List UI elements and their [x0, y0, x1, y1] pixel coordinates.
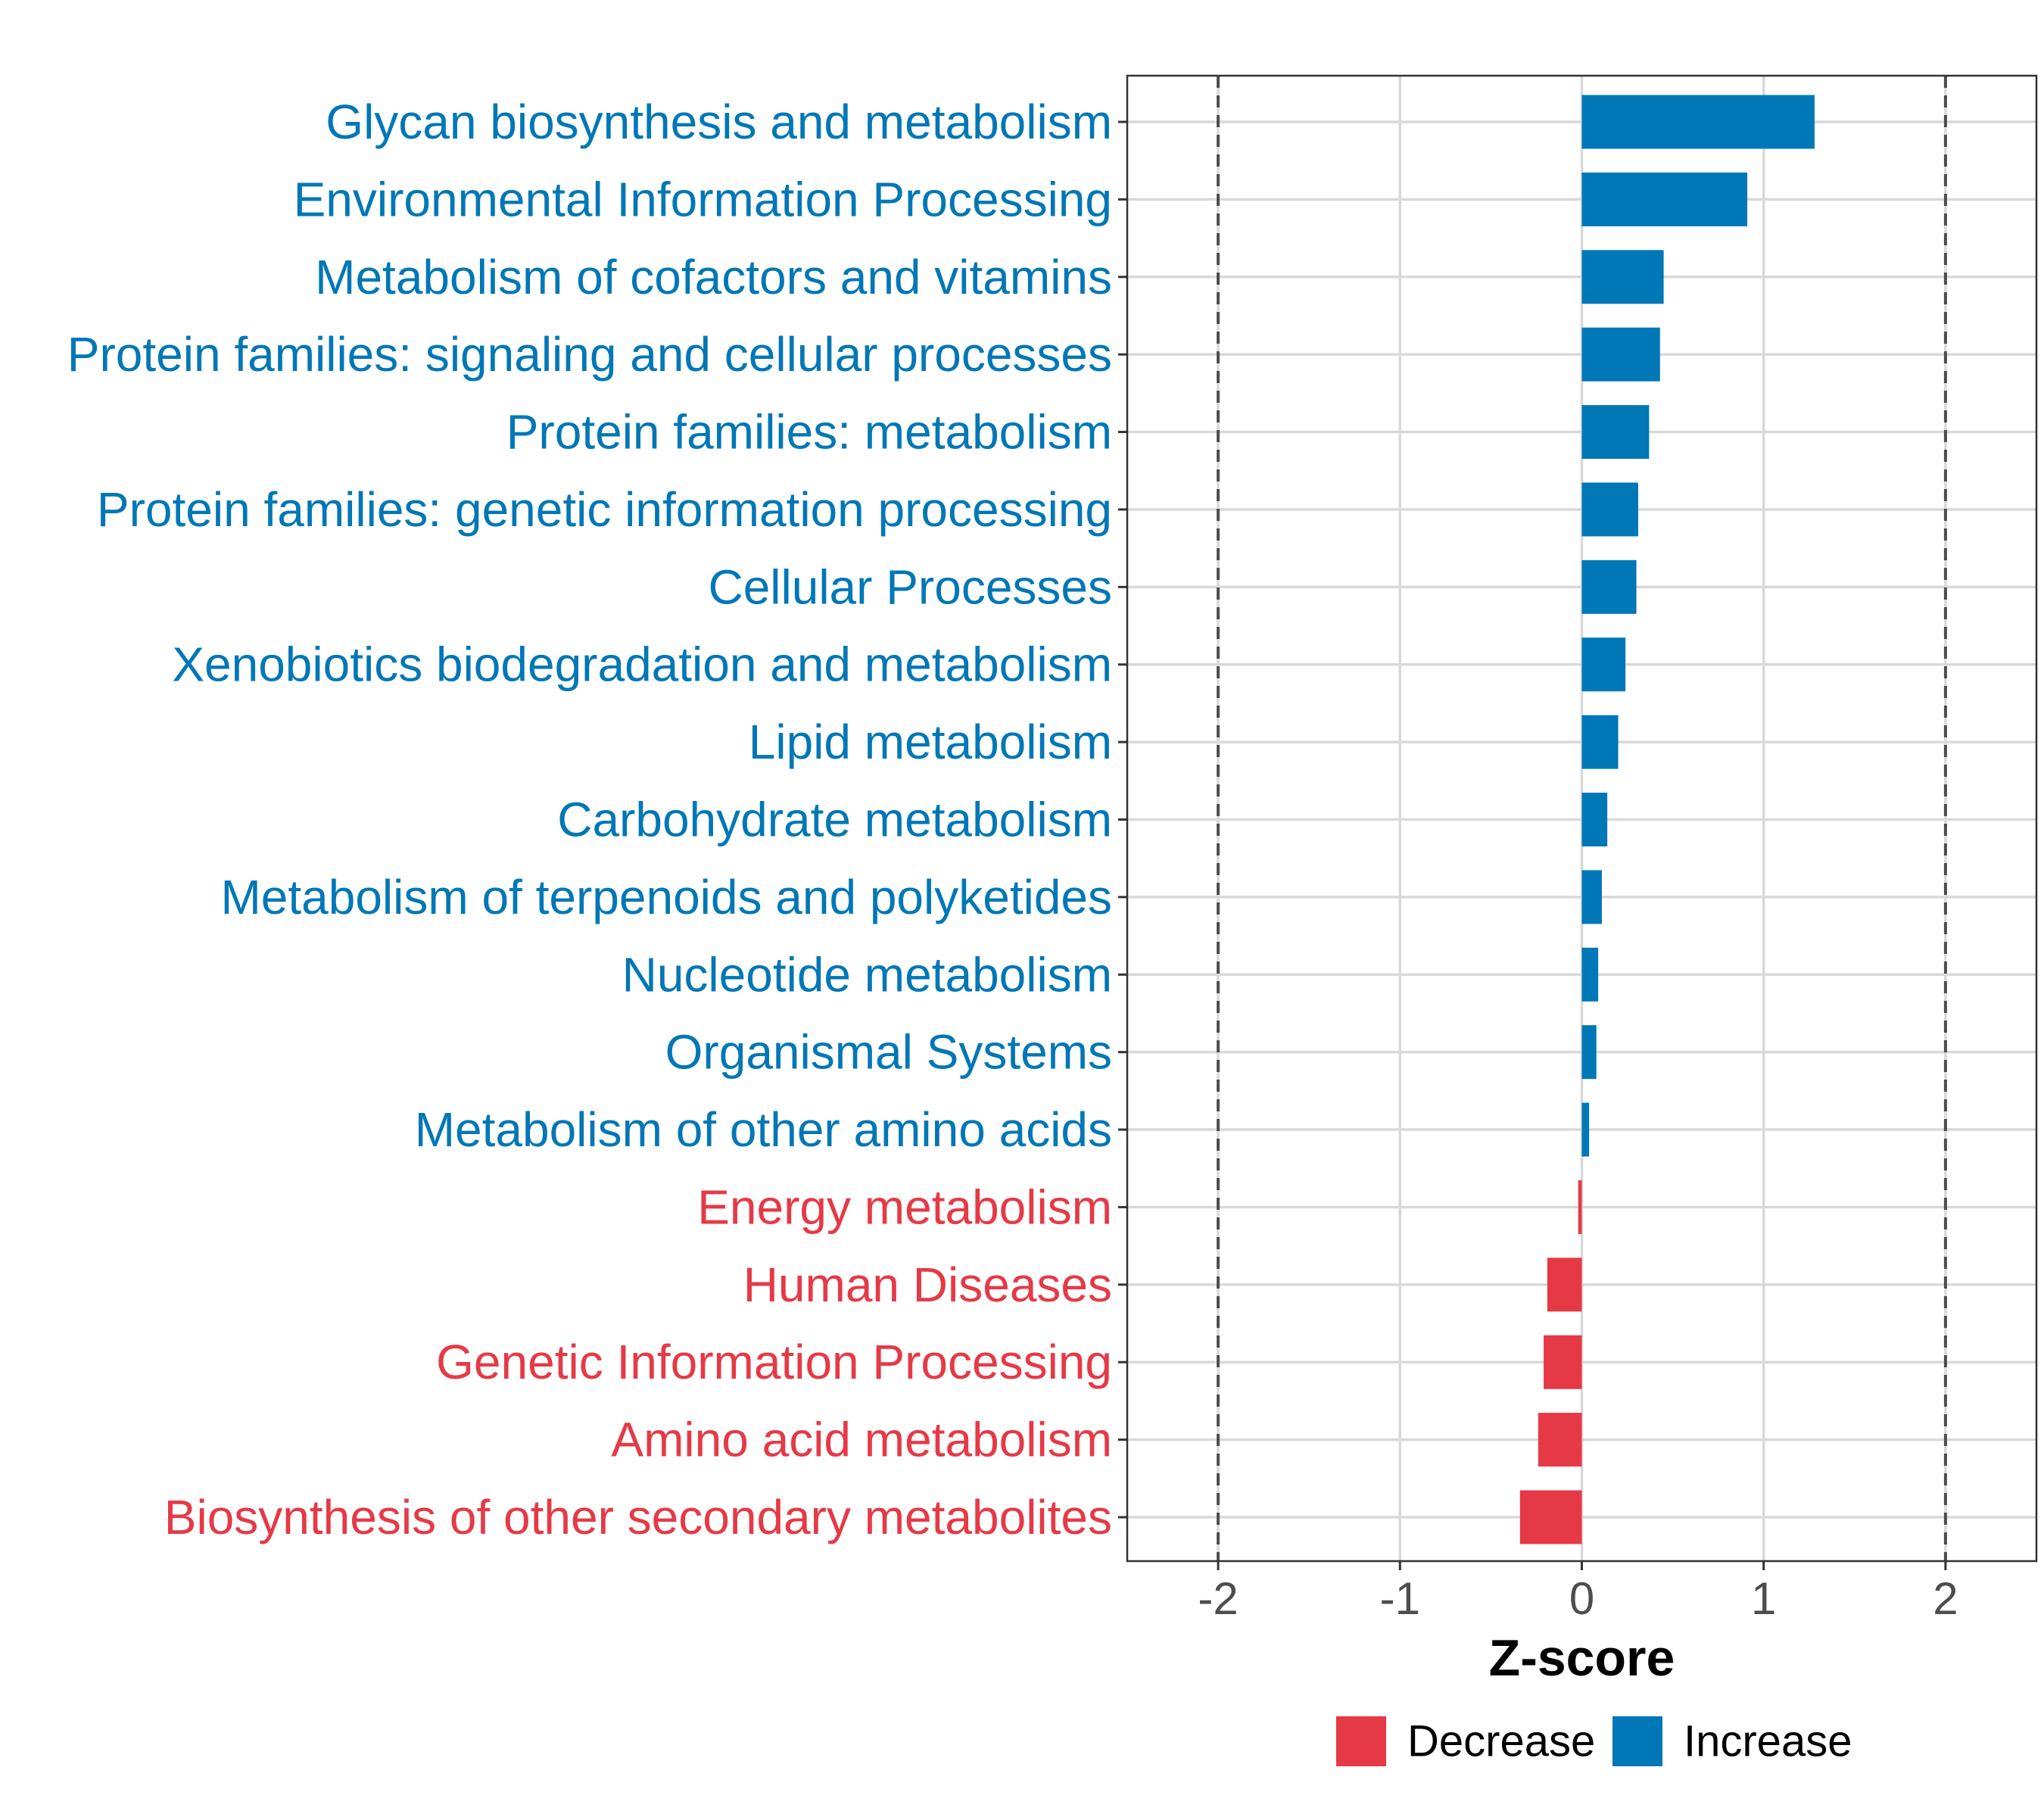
bar	[1581, 172, 1748, 226]
category-label: Carbohydrate metabolism	[557, 793, 1112, 847]
category-label: Metabolism of terpenoids and polyketides	[220, 870, 1112, 924]
bar	[1581, 95, 1815, 149]
legend-label-decrease: Decrease	[1407, 1717, 1595, 1766]
bar	[1581, 947, 1599, 1002]
y-axis-category-labels: Glycan biosynthesis and metabolism Enviro…	[67, 95, 1112, 1544]
category-label: Amino acid metabolism	[611, 1413, 1112, 1467]
bar	[1544, 1335, 1582, 1389]
x-axis-title: Z-score	[1489, 1629, 1675, 1687]
category-label: Protein families: genetic information pr…	[97, 482, 1112, 537]
bar	[1581, 250, 1664, 304]
category-label: Biosynthesis of other secondary metaboli…	[164, 1490, 1112, 1544]
bar	[1581, 1102, 1590, 1157]
y-axis-ticks	[1118, 120, 1127, 1519]
x-tick-label: 2	[1933, 1573, 1958, 1624]
bar	[1538, 1413, 1582, 1467]
x-tick-label: 0	[1569, 1573, 1594, 1624]
bar	[1581, 405, 1650, 460]
bar	[1581, 870, 1602, 924]
x-tick-label: -2	[1198, 1573, 1238, 1624]
category-label: Environmental Information Processing	[294, 172, 1112, 226]
x-axis-ticks: -2 -1 0 1 2	[1198, 1561, 1958, 1624]
category-label: Metabolism of cofactors and vitamins	[315, 250, 1112, 304]
bar	[1581, 1025, 1597, 1080]
bar	[1519, 1490, 1582, 1544]
x-tick-label: -1	[1380, 1573, 1420, 1624]
category-label: Nucleotide metabolism	[622, 947, 1112, 1002]
category-label: Genetic Information Processing	[436, 1335, 1112, 1389]
bar	[1581, 559, 1637, 614]
bar	[1547, 1258, 1582, 1312]
bar	[1581, 637, 1626, 692]
bar	[1581, 327, 1660, 382]
bar	[1578, 1180, 1582, 1234]
category-label: Protein families: signaling and cellular…	[67, 327, 1112, 382]
category-label: Protein families: metabolism	[506, 405, 1112, 460]
category-label: Lipid metabolism	[749, 715, 1112, 769]
bars-layer	[1519, 95, 1815, 1544]
bar	[1581, 715, 1619, 769]
category-label: Cellular Processes	[708, 559, 1112, 614]
x-tick-label: 1	[1751, 1573, 1776, 1624]
reference-lines	[1217, 76, 1947, 1561]
legend-key-decrease	[1336, 1716, 1386, 1766]
bar	[1581, 793, 1608, 846]
bar	[1581, 482, 1638, 537]
category-label: Energy metabolism	[697, 1180, 1112, 1234]
legend-key-increase	[1612, 1716, 1662, 1766]
category-label: Human Diseases	[743, 1258, 1112, 1312]
legend-label-increase: Increase	[1684, 1717, 1852, 1766]
category-label: Glycan biosynthesis and metabolism	[326, 95, 1112, 149]
category-label: Metabolism of other amino acids	[415, 1102, 1112, 1157]
legend: Decrease Increase	[1336, 1716, 1852, 1766]
category-label: Xenobiotics biodegradation and metabolis…	[172, 637, 1112, 692]
category-label: Organismal Systems	[665, 1025, 1112, 1080]
